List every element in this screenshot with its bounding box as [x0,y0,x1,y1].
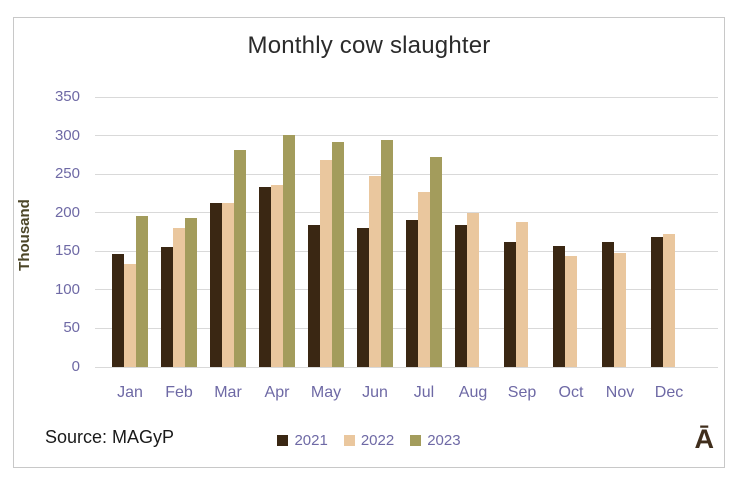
watermark-logo: Ā [694,424,715,454]
x-label-May: May [310,384,342,401]
x-label-Oct: Oct [558,384,584,401]
y-tick-label-50: 50 [63,319,80,337]
bar-2021-Jul [406,219,418,367]
bar-2021-Jan [112,253,124,367]
chart-title: Monthly cow slaughter [247,32,491,59]
gridline-300 [95,135,718,137]
bar-2023-Mar [234,150,246,367]
y-tick-label-150: 150 [54,242,80,260]
legend-label-2023: 2023 [427,431,461,449]
gridline-0 [95,366,718,368]
bar-2022-Aug [467,212,479,367]
x-label-Jul: Jul [413,384,435,401]
legend-swatch-2022 [343,434,355,446]
x-label-Nov: Nov [605,384,635,401]
legend: 2021 2022 2023 [0,430,738,450]
bar-2022-Jan [124,263,136,367]
bar-2022-Dec [663,233,675,367]
gridline-200 [95,212,718,214]
bar-2021-Aug [455,225,467,367]
y-tick-label-300: 300 [54,126,80,144]
bar-2022-Oct [565,255,577,367]
bar-2022-Nov [614,252,626,367]
legend-item-2023: 2023 [410,431,461,449]
gridline-250 [95,173,718,175]
y-tick-label-200: 200 [54,203,80,221]
y-tick-label-100: 100 [54,280,80,298]
bar-2021-Oct [553,245,565,367]
bar-2021-Sep [504,242,516,367]
source-note: Source: MAGyP [45,427,175,447]
bar-2021-Dec [651,237,663,367]
bar-2023-Jan [136,215,148,367]
bar-2021-Jun [357,228,369,367]
bar-2022-Apr [271,184,283,367]
gridline-350 [95,96,718,98]
y-tick-label-250: 250 [54,165,80,183]
legend-label-2022: 2022 [360,431,395,449]
bar-2022-Sep [516,221,528,367]
bar-2021-Feb [161,247,173,367]
bar-2022-Feb [173,228,185,367]
bar-2022-Jun [369,175,381,367]
y-tick-label-350: 350 [54,88,80,105]
legend-label-2021: 2021 [294,431,328,449]
x-label-Feb: Feb [165,384,193,401]
bar-2023-Feb [185,218,197,367]
plot-area [95,96,718,368]
x-label-Mar: Mar [214,384,242,401]
x-label-Apr: Apr [264,384,290,401]
x-label-Dec: Dec [654,384,684,401]
x-label-Jan: Jan [117,384,143,401]
x-label-Jun: Jun [362,384,388,401]
bar-2021-May [308,225,320,367]
bar-2022-Mar [222,202,234,367]
legend-swatch-2023 [410,434,422,446]
bar-2023-Jul [430,157,442,367]
y-tick-label-0: 0 [71,358,80,375]
bar-2021-Apr [259,186,271,367]
legend-swatch-2021 [277,434,289,446]
bar-2023-Apr [283,134,295,367]
bar-2022-May [320,159,332,367]
bar-2021-Nov [602,242,614,367]
bar-2022-Jul [418,191,430,367]
legend-item-2022: 2022 [343,431,395,449]
x-label-Aug: Aug [458,384,488,401]
bar-2021-Mar [210,202,222,367]
x-label-Sep: Sep [507,384,537,401]
bar-2023-May [332,141,344,367]
legend-item-2021: 2021 [277,431,328,449]
bar-2023-Jun [381,140,393,367]
